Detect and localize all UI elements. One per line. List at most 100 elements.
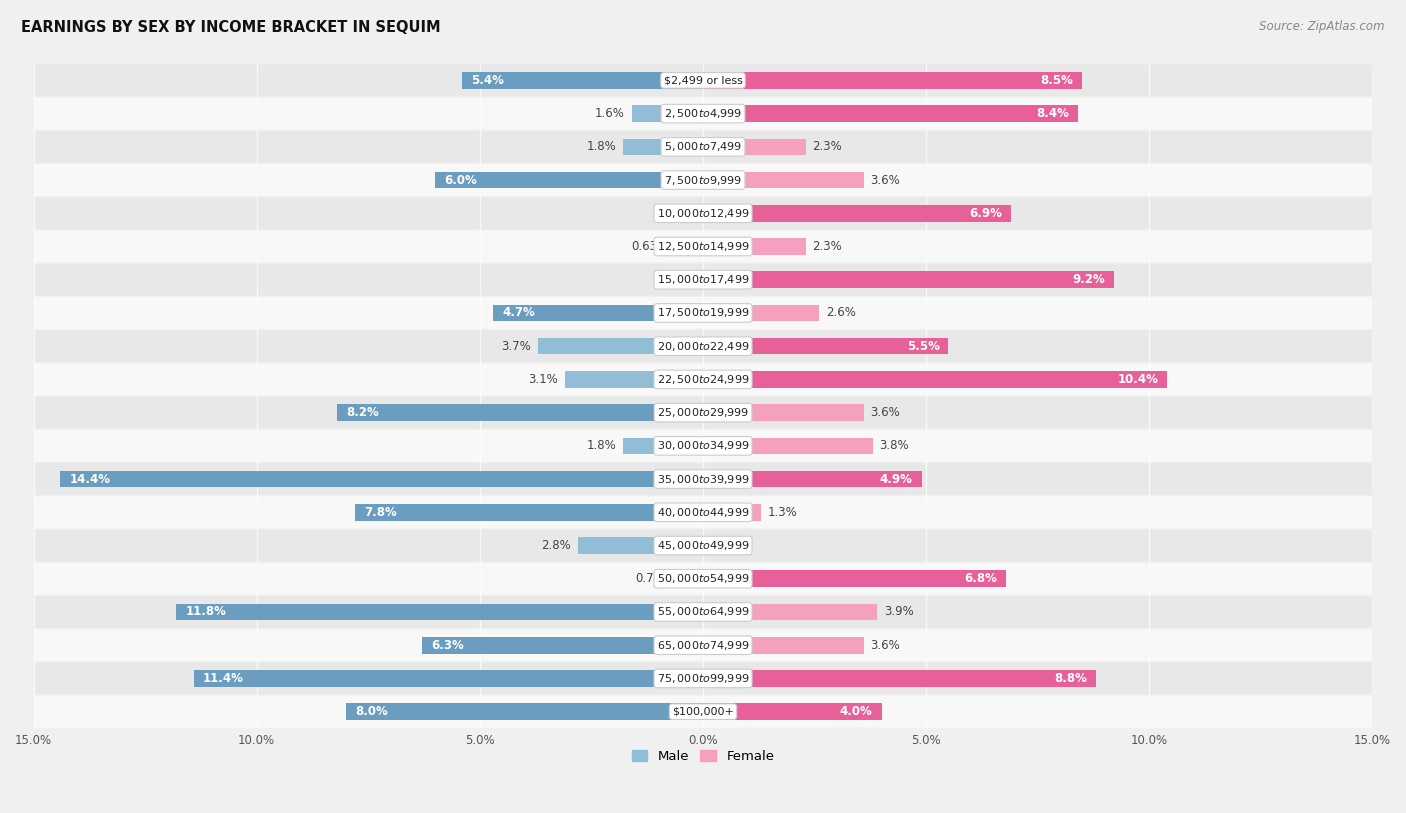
Text: 2.3%: 2.3% <box>813 141 842 154</box>
Text: $12,500 to $14,999: $12,500 to $14,999 <box>657 240 749 253</box>
Bar <box>703 504 761 520</box>
Text: 14.4%: 14.4% <box>69 472 110 485</box>
Bar <box>176 604 703 620</box>
FancyBboxPatch shape <box>20 131 1386 163</box>
Text: 2.6%: 2.6% <box>825 307 856 320</box>
FancyBboxPatch shape <box>20 231 1386 263</box>
Bar <box>703 670 1095 687</box>
Text: 0.0%: 0.0% <box>710 539 740 552</box>
Bar <box>354 504 703 520</box>
Bar <box>703 272 1114 288</box>
Bar <box>703 138 806 155</box>
Bar <box>60 471 703 487</box>
Bar <box>436 172 703 189</box>
Text: 3.9%: 3.9% <box>884 606 914 619</box>
Text: 1.8%: 1.8% <box>586 141 616 154</box>
Bar <box>703 338 949 354</box>
FancyBboxPatch shape <box>20 164 1386 196</box>
Text: $20,000 to $22,499: $20,000 to $22,499 <box>657 340 749 353</box>
Text: $7,500 to $9,999: $7,500 to $9,999 <box>664 173 742 186</box>
Bar <box>703 371 1167 388</box>
Text: 1.3%: 1.3% <box>768 506 797 519</box>
Bar <box>672 571 703 587</box>
Text: 3.8%: 3.8% <box>879 439 908 452</box>
Text: 0.0%: 0.0% <box>666 273 696 286</box>
Text: 5.4%: 5.4% <box>471 74 503 87</box>
FancyBboxPatch shape <box>20 363 1386 395</box>
Bar <box>463 72 703 89</box>
Text: $65,000 to $74,999: $65,000 to $74,999 <box>657 639 749 652</box>
Text: $35,000 to $39,999: $35,000 to $39,999 <box>657 472 749 485</box>
FancyBboxPatch shape <box>20 629 1386 661</box>
Text: $30,000 to $34,999: $30,000 to $34,999 <box>657 439 749 452</box>
FancyBboxPatch shape <box>20 64 1386 96</box>
FancyBboxPatch shape <box>20 529 1386 562</box>
Text: 0.0%: 0.0% <box>666 207 696 220</box>
Text: 11.4%: 11.4% <box>202 672 245 685</box>
Text: 11.8%: 11.8% <box>186 606 226 619</box>
Text: 8.5%: 8.5% <box>1040 74 1073 87</box>
FancyBboxPatch shape <box>20 663 1386 694</box>
Text: EARNINGS BY SEX BY INCOME BRACKET IN SEQUIM: EARNINGS BY SEX BY INCOME BRACKET IN SEQ… <box>21 20 440 35</box>
FancyBboxPatch shape <box>20 596 1386 628</box>
Bar <box>703 637 863 654</box>
Text: 6.9%: 6.9% <box>969 207 1002 220</box>
Text: 2.8%: 2.8% <box>541 539 571 552</box>
Bar <box>565 371 703 388</box>
Legend: Male, Female: Male, Female <box>626 745 780 768</box>
FancyBboxPatch shape <box>20 430 1386 462</box>
Bar <box>703 703 882 720</box>
Text: 8.2%: 8.2% <box>346 406 378 420</box>
Text: $10,000 to $12,499: $10,000 to $12,499 <box>657 207 749 220</box>
Text: 0.7%: 0.7% <box>636 572 665 585</box>
Text: 9.2%: 9.2% <box>1071 273 1105 286</box>
Text: 5.5%: 5.5% <box>907 340 939 353</box>
Bar <box>703 72 1083 89</box>
Text: 8.4%: 8.4% <box>1036 107 1069 120</box>
Text: $25,000 to $29,999: $25,000 to $29,999 <box>657 406 749 420</box>
Text: $2,500 to $4,999: $2,500 to $4,999 <box>664 107 742 120</box>
Text: 4.7%: 4.7% <box>502 307 534 320</box>
Bar <box>703 471 922 487</box>
Text: $5,000 to $7,499: $5,000 to $7,499 <box>664 141 742 154</box>
Text: $75,000 to $99,999: $75,000 to $99,999 <box>657 672 749 685</box>
Bar <box>703 404 863 421</box>
Text: Source: ZipAtlas.com: Source: ZipAtlas.com <box>1260 20 1385 33</box>
FancyBboxPatch shape <box>20 297 1386 329</box>
Bar <box>578 537 703 554</box>
Text: 3.6%: 3.6% <box>870 173 900 186</box>
Text: 6.0%: 6.0% <box>444 173 477 186</box>
Bar <box>703 238 806 254</box>
Text: 3.6%: 3.6% <box>870 639 900 652</box>
FancyBboxPatch shape <box>20 198 1386 229</box>
Text: 6.3%: 6.3% <box>430 639 464 652</box>
Text: $100,000+: $100,000+ <box>672 706 734 716</box>
FancyBboxPatch shape <box>20 263 1386 296</box>
Text: 1.8%: 1.8% <box>586 439 616 452</box>
Text: 4.0%: 4.0% <box>839 705 873 718</box>
Text: $50,000 to $54,999: $50,000 to $54,999 <box>657 572 749 585</box>
FancyBboxPatch shape <box>20 98 1386 129</box>
Text: $2,499 or less: $2,499 or less <box>664 76 742 85</box>
Bar <box>703 571 1007 587</box>
Bar <box>675 238 703 254</box>
Bar <box>703 604 877 620</box>
FancyBboxPatch shape <box>20 696 1386 728</box>
Text: 8.8%: 8.8% <box>1054 672 1087 685</box>
Bar <box>623 138 703 155</box>
FancyBboxPatch shape <box>20 397 1386 428</box>
Bar <box>703 106 1078 122</box>
Bar <box>422 637 703 654</box>
Bar <box>494 305 703 321</box>
Text: $40,000 to $44,999: $40,000 to $44,999 <box>657 506 749 519</box>
Text: 7.8%: 7.8% <box>364 506 396 519</box>
FancyBboxPatch shape <box>20 497 1386 528</box>
Text: $15,000 to $17,499: $15,000 to $17,499 <box>657 273 749 286</box>
Text: $45,000 to $49,999: $45,000 to $49,999 <box>657 539 749 552</box>
Text: $55,000 to $64,999: $55,000 to $64,999 <box>657 606 749 619</box>
Bar <box>538 338 703 354</box>
FancyBboxPatch shape <box>20 463 1386 495</box>
FancyBboxPatch shape <box>20 330 1386 362</box>
FancyBboxPatch shape <box>20 563 1386 594</box>
Text: $17,500 to $19,999: $17,500 to $19,999 <box>657 307 749 320</box>
